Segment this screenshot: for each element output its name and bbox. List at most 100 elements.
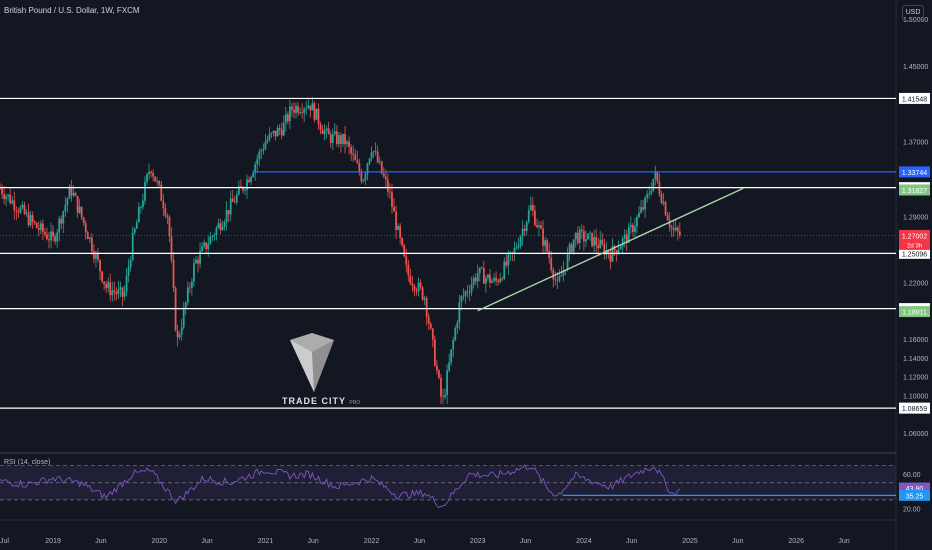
candle xyxy=(507,249,510,275)
candle xyxy=(474,273,477,286)
candle xyxy=(442,388,444,404)
candle xyxy=(540,221,542,230)
candle-body xyxy=(133,228,136,233)
candle xyxy=(333,123,336,137)
time-tick-label: Jun xyxy=(732,538,743,545)
candle xyxy=(199,242,201,268)
candle xyxy=(411,276,414,293)
candle-body xyxy=(131,232,134,260)
candle-body xyxy=(50,231,52,241)
candle xyxy=(666,211,669,221)
candle-body xyxy=(117,289,120,294)
candle xyxy=(311,96,314,111)
candle-body xyxy=(372,151,375,153)
candle xyxy=(193,258,195,287)
candle-body xyxy=(360,172,363,182)
candle-body xyxy=(260,150,263,152)
candle-body xyxy=(240,186,242,188)
candle xyxy=(297,101,299,117)
candle xyxy=(376,145,379,164)
candle xyxy=(652,178,655,193)
candle-body xyxy=(580,229,583,232)
candle-body xyxy=(252,173,255,178)
candle xyxy=(370,146,373,162)
candle-body xyxy=(0,188,1,190)
candle xyxy=(168,214,171,243)
candle-body xyxy=(299,112,302,114)
candle xyxy=(636,214,638,234)
candle xyxy=(133,227,136,235)
rsi-tag xyxy=(899,489,930,501)
candle xyxy=(644,195,647,219)
candle-body xyxy=(331,134,334,144)
time-tick-label: Jul xyxy=(0,538,9,545)
candle-body xyxy=(178,334,181,338)
candle xyxy=(121,286,124,306)
level-tag xyxy=(899,402,930,414)
candle xyxy=(58,216,61,242)
candle-body xyxy=(521,228,524,237)
candle xyxy=(350,144,353,161)
candle xyxy=(142,193,144,210)
candle-body xyxy=(480,267,483,269)
candle xyxy=(493,273,495,284)
candle xyxy=(364,171,367,185)
candle-body xyxy=(250,177,253,183)
candle-body xyxy=(399,225,402,238)
candle-body xyxy=(3,194,5,200)
candle-body xyxy=(427,316,430,324)
candle-body xyxy=(72,193,75,196)
candle-body xyxy=(291,106,293,110)
candle xyxy=(76,195,79,218)
candle xyxy=(354,149,357,161)
candle xyxy=(66,197,69,213)
candle xyxy=(580,224,583,240)
candle xyxy=(344,126,346,154)
time-tick-label: Jun xyxy=(95,538,106,545)
candle xyxy=(78,198,81,215)
candle-body xyxy=(678,231,681,236)
candle-body xyxy=(650,190,653,194)
candle xyxy=(127,258,130,283)
candle xyxy=(340,132,342,153)
candle-body xyxy=(380,161,383,174)
candle-body xyxy=(160,184,163,201)
currency-button[interactable]: USD xyxy=(902,5,924,21)
candle-body xyxy=(429,323,432,329)
candle xyxy=(209,231,212,245)
candle-body xyxy=(76,196,79,213)
watermark-logo-icon xyxy=(290,333,334,392)
candle-body xyxy=(474,277,477,282)
candle xyxy=(164,203,167,219)
candle xyxy=(358,158,361,176)
candle-body xyxy=(458,302,461,323)
candle-body xyxy=(440,377,442,397)
candle-body xyxy=(389,191,391,193)
symbol-title[interactable]: British Pound / U.S. Dollar, 1W, FXCM xyxy=(4,6,140,15)
candle xyxy=(456,319,459,335)
candle-body xyxy=(148,171,150,175)
candle-body xyxy=(629,224,632,227)
candle xyxy=(44,227,46,237)
price-tick-label: 1.14000 xyxy=(903,356,928,363)
candle-body xyxy=(319,124,322,130)
candle-body xyxy=(582,231,585,242)
candle xyxy=(3,186,5,205)
candle-body xyxy=(574,232,577,240)
candle-body xyxy=(646,194,649,198)
level-label: 1.08659 xyxy=(902,406,927,413)
candle-body xyxy=(256,159,259,165)
candle xyxy=(505,254,508,269)
candle-body xyxy=(382,173,385,177)
candle xyxy=(654,165,657,186)
candle xyxy=(362,178,365,183)
candle-body xyxy=(7,194,10,197)
candle-body xyxy=(207,244,210,250)
candle xyxy=(382,167,385,179)
candle-body xyxy=(166,215,169,217)
candle xyxy=(80,206,83,221)
candle xyxy=(129,256,132,272)
candle xyxy=(217,218,220,229)
candle-body xyxy=(74,193,77,197)
